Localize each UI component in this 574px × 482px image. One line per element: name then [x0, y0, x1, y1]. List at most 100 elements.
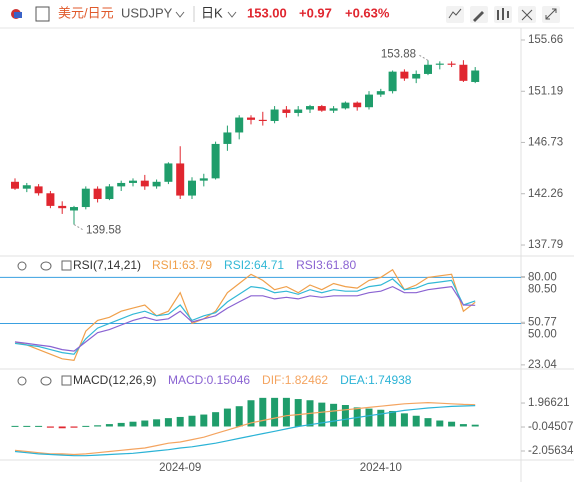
macd-bar	[70, 426, 78, 428]
macd-bar	[436, 420, 444, 427]
candle-body	[412, 73, 421, 79]
candle-body	[459, 64, 468, 81]
y-tick-label: 50.77	[528, 316, 557, 328]
macd-bar	[11, 425, 19, 427]
period[interactable]: 日K	[201, 5, 223, 20]
y-tick-label: 80.50	[528, 283, 557, 295]
annotation-leader	[417, 53, 429, 61]
annotation-leader	[73, 224, 85, 231]
candle-body	[329, 108, 338, 111]
macd-bar	[412, 415, 420, 427]
candle-body	[306, 106, 314, 110]
change-percent: +0.63%	[345, 5, 390, 20]
pair-name[interactable]: 美元/日元	[58, 5, 114, 20]
candle-body	[388, 71, 397, 92]
info-icon[interactable]	[35, 6, 50, 22]
macd-bar	[223, 408, 231, 427]
annotation: 153.88	[381, 48, 416, 60]
dropdown-arrow[interactable]	[175, 11, 185, 18]
candle-body	[447, 63, 456, 65]
y-tick-label: 23.04	[528, 359, 557, 371]
macd-bar	[318, 402, 326, 427]
legend-entry: DEA:1.74938	[340, 373, 412, 387]
macd-bar	[212, 412, 220, 427]
macd-bar	[82, 425, 90, 427]
macd-bar	[471, 424, 479, 427]
rsi-controls: RSI(7,14,21)	[17, 258, 141, 272]
macd-line	[14, 405, 476, 457]
candle-body	[294, 109, 303, 113]
symbol[interactable]: USDJPY	[121, 5, 173, 20]
macd-bar	[282, 397, 290, 427]
rsi-line	[14, 278, 476, 355]
candle-body	[70, 207, 78, 211]
legend-entry: RSI3:61.80	[296, 258, 356, 272]
macd-bar	[271, 397, 279, 427]
y-tick-label: 142.26	[528, 188, 563, 200]
macd-bar	[58, 426, 66, 429]
candle-body	[188, 180, 196, 196]
macd-bar	[294, 399, 302, 427]
header: 美元/日元 USDJPY 日K 153.00 +0.97 +0.63%	[11, 5, 560, 23]
candle-body	[117, 182, 126, 187]
y-tick-label: 137.79	[528, 239, 563, 251]
rsi-line	[14, 285, 476, 352]
legend-entry: RSI1:63.79	[152, 258, 212, 272]
y-tick-label: -2.05634	[528, 445, 574, 457]
macd-bar	[330, 403, 338, 427]
x-tick-label: 2024-10	[360, 462, 402, 474]
macd-bar	[389, 410, 397, 427]
macd-bar	[448, 421, 456, 427]
tool-icon	[473, 11, 484, 22]
macd-bar	[235, 406, 243, 427]
candle-body	[58, 205, 67, 209]
candle-body	[235, 117, 244, 133]
macd-bar	[129, 421, 137, 427]
candle-body	[400, 71, 409, 79]
dropdown-arrow[interactable]	[227, 11, 237, 18]
macd-bar	[141, 420, 149, 427]
candle-body	[129, 180, 137, 183]
price-change: +0.97	[299, 5, 332, 20]
y-tick-label: 80.00	[528, 271, 557, 283]
candle-body	[22, 185, 31, 189]
candle-body	[93, 188, 102, 200]
candle-body	[353, 102, 362, 108]
candle-body	[376, 91, 385, 95]
candle-body	[223, 132, 232, 144]
macd-bar	[105, 424, 113, 427]
macd-bar	[247, 400, 255, 427]
visibility-icon[interactable]	[40, 376, 52, 386]
settings-icon[interactable]	[17, 376, 27, 386]
candle-body	[341, 102, 350, 109]
candle-body	[176, 163, 185, 196]
macd-bar	[35, 425, 43, 427]
y-tick-label: -0.04507	[528, 421, 573, 433]
candle-body	[247, 117, 255, 120]
macd-bar	[400, 413, 408, 427]
tool-icon	[497, 8, 509, 20]
annotation: 139.58	[86, 225, 121, 237]
expand-icon[interactable]	[61, 260, 72, 271]
macd-bar	[365, 408, 373, 427]
candle-body	[164, 163, 173, 182]
visibility-icon[interactable]	[40, 261, 52, 271]
y-tick-label: 146.73	[528, 136, 563, 148]
macd-bar	[46, 426, 54, 428]
candle-body	[152, 181, 161, 187]
macd-line	[14, 401, 476, 456]
candle-body	[435, 63, 444, 65]
panel-title: MACD(12,26,9)	[73, 373, 156, 387]
candle-body	[270, 109, 279, 121]
macd-bar	[23, 425, 31, 427]
settings-icon[interactable]	[17, 261, 27, 271]
candle-body	[105, 186, 114, 200]
tool-icon	[545, 8, 557, 20]
candle-body	[34, 186, 43, 194]
rsi-line	[14, 268, 476, 361]
expand-icon[interactable]	[61, 375, 72, 386]
legend-entry: RSI2:64.71	[224, 258, 284, 272]
candle-body	[81, 188, 90, 208]
candle-body	[258, 119, 267, 121]
candle-body	[211, 143, 220, 179]
